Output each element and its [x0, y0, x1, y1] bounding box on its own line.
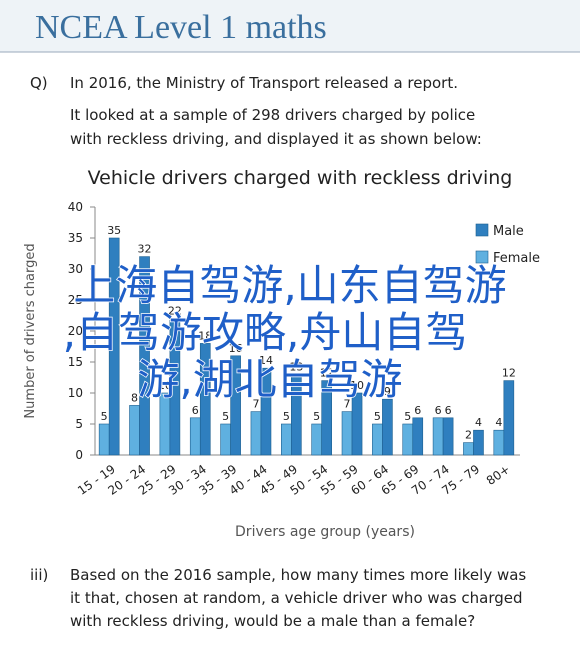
value-label: 18 [198, 329, 212, 342]
bar [311, 423, 322, 456]
bar [250, 411, 262, 456]
value-label: 16 [229, 342, 243, 355]
bar [473, 429, 484, 456]
value-label: 22 [168, 305, 182, 318]
bar [493, 429, 505, 456]
legend-label: Male [493, 224, 524, 239]
bar [98, 423, 110, 456]
watermark-text: 上海自驾游,山东自驾游 [73, 261, 506, 310]
bar [129, 405, 140, 456]
value-label: 9 [384, 385, 391, 398]
value-label: 10 [158, 379, 172, 392]
bar [139, 256, 150, 456]
bar [432, 417, 444, 456]
value-label: 13 [289, 360, 303, 373]
value-label: 4 [475, 416, 482, 429]
y-tick-label: 15 [68, 355, 83, 369]
value-label: 14 [259, 354, 273, 367]
value-label: 6 [445, 404, 452, 417]
watermark-text: 游,湖北自驾游 [137, 355, 402, 404]
y-tick-label: 40 [68, 200, 83, 214]
bar [463, 442, 474, 456]
value-label: 5 [283, 410, 290, 423]
value-label: 5 [374, 410, 381, 423]
bar [372, 423, 383, 456]
bar [220, 423, 231, 456]
bar [199, 343, 211, 456]
chart-title: Vehicle drivers charged with reckless dr… [88, 167, 513, 189]
bar [281, 423, 292, 456]
bar [341, 411, 353, 456]
question-text: In 2016, the Ministry of Transport relea… [70, 74, 458, 92]
bar [351, 392, 363, 456]
bar [189, 417, 201, 456]
value-label: 7 [344, 398, 351, 411]
question-text: It looked at a sample of 298 drivers cha… [70, 106, 475, 124]
legend-swatch [475, 250, 489, 264]
value-label: 10 [350, 379, 364, 392]
y-tick-label: 35 [68, 231, 83, 245]
legend-swatch [475, 223, 489, 237]
value-label: 35 [107, 224, 121, 237]
y-tick-label: 25 [68, 293, 83, 307]
watermark-text: ,自驾游攻略,舟山自驾 [63, 308, 468, 357]
value-label: 6 [414, 404, 421, 417]
y-tick-label: 20 [68, 324, 83, 338]
question-label: iii) [30, 566, 48, 584]
value-label: 7 [252, 398, 259, 411]
question-text: Based on the 2016 sample, how many times… [70, 566, 526, 584]
value-label: 12 [320, 367, 334, 380]
question-text: it that, chosen at random, a vehicle dri… [70, 589, 523, 607]
value-label: 6 [192, 404, 199, 417]
bar [442, 417, 454, 456]
x-axis-title: Drivers age group (years) [235, 524, 415, 540]
value-label: 5 [404, 410, 411, 423]
value-label: 8 [131, 391, 138, 404]
bar [230, 355, 241, 456]
value-label: 5 [101, 410, 108, 423]
bar [503, 380, 515, 456]
value-label: 6 [435, 404, 442, 417]
value-label: 32 [138, 243, 152, 256]
y-tick-label: 10 [68, 386, 83, 400]
legend-label: Female [493, 251, 540, 266]
header-title: NCEA Level 1 maths [35, 9, 327, 46]
y-tick-label: 5 [75, 417, 83, 431]
value-label: 2 [465, 429, 472, 442]
bar [412, 417, 424, 456]
question-text: with reckless driving, and displayed it … [70, 130, 482, 148]
question-text: with reckless driving, would be a male t… [70, 612, 475, 630]
y-tick-label: 0 [75, 448, 83, 462]
bar [402, 423, 414, 456]
y-tick-label: 30 [68, 262, 83, 276]
header-band [0, 0, 580, 52]
bar [291, 374, 302, 456]
bar [321, 380, 332, 456]
bar [169, 318, 181, 456]
x-tick-label: 80+ [484, 462, 513, 488]
value-label: 12 [502, 367, 516, 380]
bar [382, 398, 393, 456]
y-axis-title: Number of drivers charged [23, 243, 38, 418]
question-label: Q) [30, 74, 48, 92]
bar [108, 237, 120, 456]
value-label: 4 [495, 416, 502, 429]
value-label: 5 [313, 410, 320, 423]
bar [260, 367, 272, 456]
value-label: 5 [222, 410, 229, 423]
